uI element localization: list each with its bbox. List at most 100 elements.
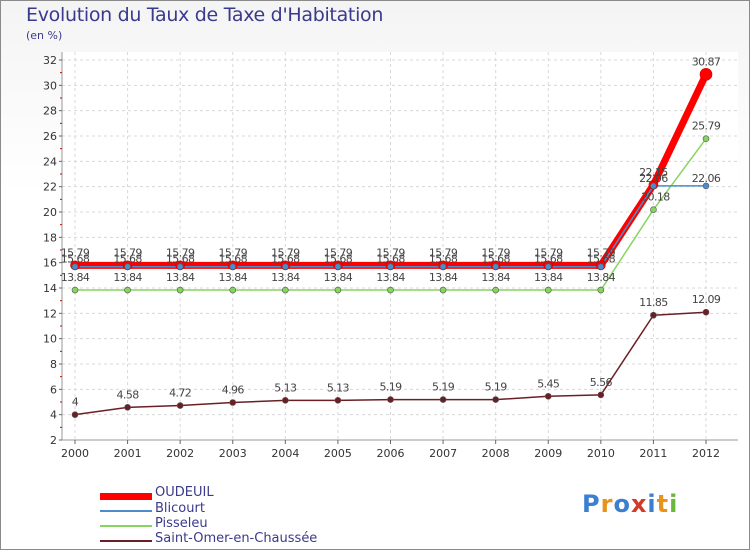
data-label: 13.84 [376, 271, 405, 284]
data-point [492, 263, 499, 271]
x-tick-label: 2000 [61, 447, 89, 460]
data-label: 4.96 [222, 384, 245, 397]
data-point [544, 286, 552, 294]
data-label: 13.84 [534, 271, 563, 284]
y-tick-label: 8 [50, 358, 57, 371]
x-tick-label: 2007 [429, 447, 457, 460]
data-label: 15.79 [61, 246, 90, 259]
data-point [439, 396, 447, 403]
data-label: 22.06 [639, 172, 668, 185]
data-point [439, 263, 447, 271]
data-point [282, 286, 289, 294]
data-point [124, 286, 131, 294]
plot-area [62, 52, 738, 440]
x-tick-label: 2002 [166, 447, 194, 460]
data-label: 15.68 [166, 253, 195, 266]
chart-subtitle: (en %) [26, 29, 63, 42]
data-label: 15.79 [376, 246, 405, 259]
data-point [387, 286, 394, 294]
data-label: 22.06 [692, 172, 721, 185]
data-label: 11.85 [639, 296, 668, 309]
data-point [334, 286, 342, 294]
data-label: 5.56 [590, 376, 613, 389]
chart-title: Evolution du Taux de Taxe d'Habitation [26, 4, 384, 26]
data-point [544, 263, 552, 271]
legend-label-pisseleu: Pisseleu [155, 516, 208, 531]
data-label: 15.68 [376, 253, 405, 266]
data-point [650, 182, 657, 190]
data-point [334, 263, 342, 271]
data-label: 15.68 [113, 253, 142, 266]
legend-swatch-saint-omer [100, 540, 152, 542]
data-point [71, 286, 79, 294]
data-point [544, 392, 552, 400]
data-label: 20.18 [641, 191, 670, 204]
logo-letter: i [647, 490, 657, 518]
logo-letter: t [656, 490, 670, 518]
y-tick-label: 20 [43, 206, 57, 219]
data-label: 15.79 [429, 246, 458, 259]
data-point [650, 311, 657, 319]
data-point [176, 286, 184, 294]
x-tick-label: 2009 [534, 447, 562, 460]
x-tick-label: 2008 [482, 447, 510, 460]
logo-letter: x [630, 490, 648, 518]
data-label: 15.68 [219, 253, 248, 266]
y-tick-label: 12 [43, 307, 57, 320]
data-point [650, 206, 657, 214]
y-tick-label: 28 [43, 105, 57, 118]
data-label: 5.45 [537, 377, 560, 390]
legend-label-saint-omer: Saint-Omer-en-Chaussée [155, 531, 318, 546]
data-label: 15.79 [587, 246, 616, 259]
data-label: 15.68 [324, 253, 353, 266]
data-point [124, 404, 131, 411]
data-point [71, 411, 79, 418]
data-label: 15.79 [166, 246, 195, 259]
data-point [124, 263, 131, 271]
data-point [176, 402, 184, 409]
data-label: 15.68 [429, 253, 458, 266]
x-tick-label: 2012 [692, 447, 720, 460]
data-label: 15.68 [271, 253, 300, 266]
data-label: 5.19 [379, 381, 402, 394]
data-point [492, 286, 499, 294]
data-point [702, 182, 710, 190]
data-label: 15.79 [324, 246, 353, 259]
legend-label-blicourt: Blicourt [155, 501, 205, 516]
data-label: 5.13 [327, 381, 350, 394]
data-label: 15.68 [61, 253, 90, 266]
data-point [387, 396, 394, 403]
data-label: 4 [72, 396, 79, 409]
data-point [229, 263, 237, 271]
data-label: 5.13 [274, 381, 297, 394]
data-point [702, 135, 710, 142]
data-label: 25.79 [692, 120, 721, 133]
data-point [229, 286, 237, 294]
data-point [439, 286, 447, 294]
data-label: 13.84 [271, 271, 300, 284]
data-label: 15.68 [587, 253, 616, 266]
y-tick-label: 4 [50, 409, 57, 422]
x-tick-label: 2005 [324, 447, 352, 460]
y-tick-label: 32 [43, 54, 57, 67]
data-point [597, 391, 605, 399]
x-tick-label: 2011 [639, 447, 667, 460]
legend-label-oudeuil: OUDEUIL [155, 485, 214, 500]
data-point [334, 397, 342, 404]
data-point [492, 396, 499, 403]
y-tick-label: 6 [50, 383, 57, 396]
data-label: 15.68 [481, 253, 510, 266]
data-label: 15.79 [534, 246, 563, 259]
data-point [387, 263, 394, 271]
x-tick-label: 2006 [377, 447, 405, 460]
data-label: 4.72 [169, 387, 191, 400]
data-label: 5.19 [485, 381, 508, 394]
data-point [71, 263, 79, 271]
data-label: 22.15 [639, 166, 668, 179]
logo-letter: r [600, 490, 614, 518]
data-point [699, 68, 713, 81]
x-tick-label: 2003 [219, 447, 247, 460]
y-tick-label: 14 [43, 282, 57, 295]
x-tick-label: 2004 [271, 447, 299, 460]
x-tick-label: 2010 [587, 447, 615, 460]
